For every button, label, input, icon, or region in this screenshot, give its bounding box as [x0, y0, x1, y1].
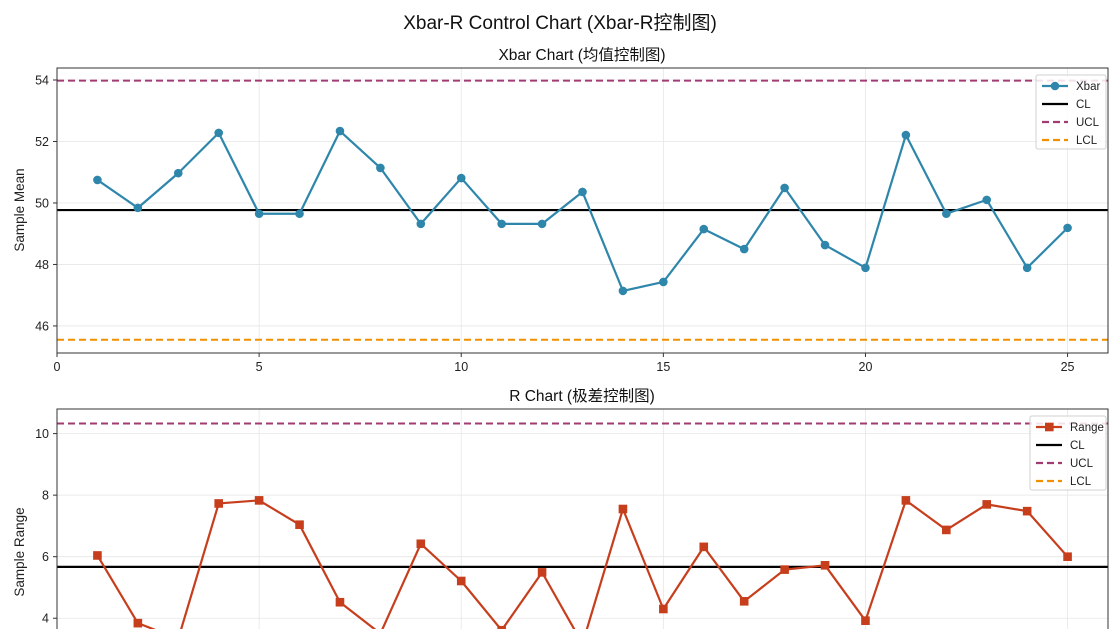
r-chart-title: R Chart (极差控制图) — [509, 387, 655, 405]
data-point — [376, 163, 385, 173]
data-point — [739, 244, 749, 254]
y-tick-label: 10 — [35, 427, 49, 441]
data-point — [901, 130, 911, 140]
data-point — [416, 539, 426, 549]
data-point — [1063, 552, 1072, 561]
data-point — [578, 187, 587, 197]
data-point — [861, 263, 870, 273]
r-y-axis: 4 6 8 10 — [35, 427, 57, 626]
data-point — [861, 616, 870, 625]
y-tick-label: 48 — [35, 258, 49, 272]
data-point — [133, 203, 143, 213]
data-point — [982, 195, 992, 205]
legend-label-range: Range — [1070, 422, 1104, 434]
legend-label-cl: CL — [1070, 440, 1085, 452]
y-tick-label: 4 — [42, 612, 49, 626]
xbar-plot-frame — [56, 67, 1109, 354]
r-legend: Range CL UCL LCL — [1029, 415, 1107, 491]
figure-title: Xbar-R Control Chart (Xbar-R控制图) — [403, 12, 717, 34]
data-point — [659, 604, 668, 614]
legend-box — [1029, 415, 1107, 491]
r-y-axis-label: Sample Range — [12, 507, 27, 596]
data-point — [942, 525, 951, 535]
data-point — [1022, 263, 1032, 273]
xbar-control-lines — [57, 79, 1108, 341]
data-point — [456, 576, 466, 586]
xbar-series — [93, 126, 1072, 296]
data-point — [133, 618, 143, 628]
legend-label-xbar: Xbar — [1076, 81, 1100, 93]
legend-label-ucl: UCL — [1070, 458, 1094, 470]
data-point — [214, 128, 223, 138]
legend-label-cl: CL — [1076, 99, 1091, 111]
r-series — [93, 496, 1072, 629]
y-tick-label: 54 — [35, 73, 49, 87]
x-tick-label: 25 — [1061, 360, 1075, 374]
y-tick-label: 8 — [42, 489, 49, 503]
data-point — [780, 183, 789, 193]
x-tick-label: 20 — [859, 360, 873, 374]
r-chart: R Chart (极差控制图) 4 6 8 10 Sample Range Range… — [12, 387, 1109, 629]
r-plot-frame — [56, 408, 1109, 629]
y-tick-label: 46 — [35, 319, 49, 333]
data-point — [416, 219, 426, 229]
data-point — [335, 597, 345, 607]
range-line — [96, 499, 1069, 629]
y-tick-label: 6 — [42, 550, 49, 564]
data-point — [659, 277, 668, 287]
legend-label-lcl: LCL — [1076, 135, 1098, 147]
data-point — [335, 126, 345, 136]
x-tick-label: 5 — [256, 360, 263, 374]
data-point — [1063, 223, 1072, 233]
x-tick-label: 15 — [656, 360, 670, 374]
data-point — [1022, 506, 1032, 516]
data-point — [820, 240, 830, 250]
xbar-chart-title: Xbar Chart (均值控制图) — [498, 46, 665, 64]
data-point — [214, 499, 223, 508]
data-point — [739, 597, 749, 606]
data-point — [93, 175, 102, 185]
xbar-legend: Xbar CL UCL LCL — [1035, 74, 1107, 150]
legend-box — [1035, 74, 1107, 150]
legend-label-ucl: UCL — [1076, 117, 1100, 129]
xbar-y-axis-label: Sample Mean — [12, 168, 27, 251]
data-point — [982, 500, 992, 509]
data-point — [942, 209, 951, 219]
data-point — [820, 561, 830, 570]
data-point — [295, 209, 304, 219]
data-point — [618, 504, 628, 514]
data-point — [618, 286, 628, 296]
data-point — [295, 520, 304, 529]
data-point — [456, 173, 466, 183]
data-point — [537, 219, 547, 229]
data-point — [780, 565, 789, 574]
xbar-y-axis: 46 48 50 52 54 — [35, 73, 57, 333]
data-point — [537, 568, 547, 577]
legend-label-lcl: LCL — [1070, 476, 1092, 488]
data-point — [497, 625, 506, 629]
data-point — [497, 219, 506, 229]
data-point — [699, 224, 709, 234]
xbar-x-axis: 0 5 10 15 20 25 — [54, 353, 1075, 374]
data-point — [173, 168, 183, 178]
y-tick-label: 52 — [35, 135, 49, 149]
xbar-chart: Xbar Chart (均值控制图) 0 5 10 15 20 25 46 48 50 52 54… — [12, 46, 1109, 374]
x-tick-label: 10 — [454, 360, 468, 374]
x-tick-label: 0 — [54, 360, 61, 374]
r-gridlines — [57, 409, 1108, 629]
y-tick-label: 50 — [35, 196, 49, 210]
data-point — [93, 551, 102, 560]
data-point — [901, 496, 911, 505]
r-control-lines — [57, 422, 1108, 568]
data-point — [254, 496, 264, 505]
data-point — [699, 542, 709, 552]
data-point — [254, 209, 264, 219]
